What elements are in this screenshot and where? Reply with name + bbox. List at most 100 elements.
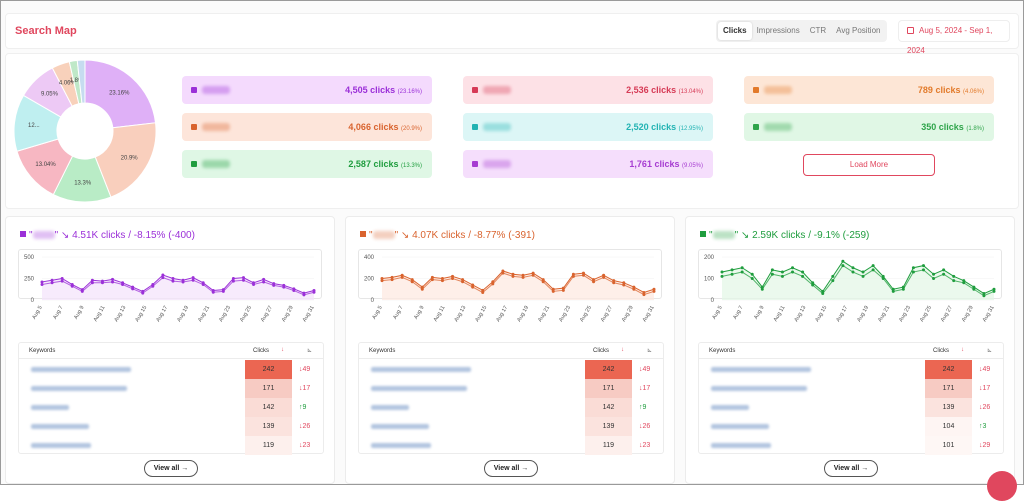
data-point[interactable] (511, 274, 515, 278)
data-point[interactable] (602, 273, 606, 277)
data-point[interactable] (760, 287, 764, 291)
sort-desc-icon[interactable]: ↓ (961, 347, 964, 353)
data-point[interactable] (801, 270, 805, 274)
data-point[interactable] (60, 277, 64, 280)
data-point[interactable] (730, 268, 734, 272)
data-point[interactable] (740, 270, 744, 274)
table-row[interactable]: 242 ↓49 (699, 360, 1003, 379)
pie-slice[interactable] (94, 122, 157, 198)
data-point[interactable] (942, 268, 946, 272)
data-point[interactable] (50, 278, 54, 282)
data-point[interactable] (652, 287, 656, 291)
data-point[interactable] (962, 279, 966, 283)
data-point[interactable] (791, 266, 795, 270)
data-point[interactable] (531, 271, 535, 275)
data-point[interactable] (191, 278, 195, 282)
table-row[interactable]: 142 ↑9 (359, 398, 663, 417)
data-point[interactable] (262, 277, 266, 281)
view-all-button[interactable]: View all → (144, 460, 198, 477)
data-point[interactable] (992, 287, 996, 291)
blurred-keyword-link[interactable] (371, 424, 429, 429)
data-point[interactable] (451, 277, 455, 280)
data-point[interactable] (161, 273, 165, 277)
data-point[interactable] (40, 283, 44, 287)
data-point[interactable] (312, 289, 316, 293)
tab-impressions[interactable]: Impressions (756, 26, 800, 35)
view-all-button[interactable]: View all → (824, 460, 878, 477)
summary-item[interactable]: 4,066 clicks (20.9%) (182, 113, 432, 141)
data-point[interactable] (791, 270, 795, 274)
table-row[interactable]: 139 ↓26 (359, 417, 663, 436)
data-point[interactable] (60, 279, 64, 283)
summary-item[interactable]: 4,505 clicks (23.16%) (182, 76, 432, 104)
data-point[interactable] (652, 289, 656, 293)
table-row[interactable]: 171 ↓17 (359, 379, 663, 398)
data-point[interactable] (191, 276, 195, 280)
data-point[interactable] (871, 268, 875, 272)
blurred-keyword-link[interactable] (711, 405, 749, 410)
data-point[interactable] (750, 272, 754, 276)
data-point[interactable] (581, 273, 585, 277)
data-point[interactable] (171, 277, 175, 280)
data-point[interactable] (750, 277, 754, 280)
data-point[interactable] (50, 281, 54, 285)
blurred-keyword-link[interactable] (31, 405, 69, 410)
summary-item[interactable]: 2,536 clicks (13.04%) (463, 76, 713, 104)
data-point[interactable] (891, 287, 895, 291)
data-point[interactable] (420, 285, 424, 289)
data-point[interactable] (511, 272, 515, 276)
data-point[interactable] (982, 294, 986, 298)
data-point[interactable] (531, 273, 535, 277)
blurred-keyword-link[interactable] (371, 367, 471, 372)
table-row[interactable]: 139 ↓26 (699, 398, 1003, 417)
chart-icon[interactable]: ⊾ (987, 348, 993, 354)
data-point[interactable] (901, 285, 905, 289)
data-point[interactable] (181, 278, 185, 282)
data-point[interactable] (952, 279, 956, 283)
data-point[interactable] (561, 286, 565, 290)
data-point[interactable] (292, 287, 296, 291)
data-point[interactable] (121, 281, 125, 285)
chart-icon[interactable]: ⊾ (307, 348, 313, 354)
data-point[interactable] (380, 279, 384, 283)
data-point[interactable] (881, 274, 885, 278)
summary-item[interactable]: 350 clicks (1.8%) (744, 113, 994, 141)
data-point[interactable] (901, 287, 905, 291)
data-point[interactable] (911, 266, 915, 270)
data-point[interactable] (282, 283, 286, 287)
chat-fab-button[interactable] (987, 471, 1017, 501)
table-row[interactable]: 119 ↓23 (359, 436, 663, 455)
data-point[interactable] (252, 281, 256, 285)
data-point[interactable] (241, 278, 245, 282)
data-point[interactable] (952, 274, 956, 278)
data-point[interactable] (622, 283, 626, 287)
col-keywords[interactable]: Keywords (369, 348, 396, 354)
data-point[interactable] (400, 273, 404, 277)
table-row[interactable]: 242 ↓49 (19, 360, 323, 379)
data-point[interactable] (861, 270, 865, 274)
data-point[interactable] (461, 280, 465, 284)
data-point[interactable] (841, 264, 845, 268)
data-point[interactable] (491, 282, 495, 286)
data-point[interactable] (410, 280, 414, 284)
data-point[interactable] (851, 266, 855, 270)
data-point[interactable] (231, 277, 235, 280)
blurred-keyword-link[interactable] (31, 443, 91, 448)
data-point[interactable] (521, 273, 525, 277)
sort-desc-icon[interactable]: ↓ (281, 347, 284, 353)
data-point[interactable] (100, 279, 104, 283)
data-point[interactable] (90, 278, 94, 282)
blurred-keyword-link[interactable] (31, 424, 89, 429)
data-point[interactable] (962, 281, 966, 285)
table-row[interactable]: 101 ↓29 (699, 436, 1003, 455)
data-point[interactable] (730, 272, 734, 276)
data-point[interactable] (272, 282, 276, 286)
data-point[interactable] (992, 289, 996, 293)
data-point[interactable] (420, 287, 424, 291)
table-row[interactable]: 171 ↓17 (19, 379, 323, 398)
data-point[interactable] (740, 266, 744, 270)
table-row[interactable]: 242 ↓49 (359, 360, 663, 379)
chart-icon[interactable]: ⊾ (647, 348, 653, 354)
data-point[interactable] (871, 264, 875, 268)
pie-slice[interactable] (76, 59, 86, 104)
